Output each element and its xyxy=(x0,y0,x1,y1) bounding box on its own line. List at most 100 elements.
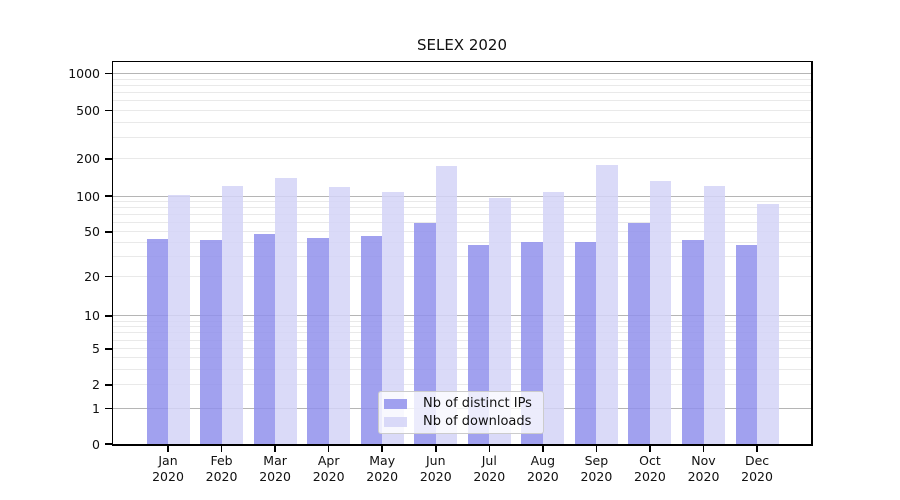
x-tick-label: Nov 2020 xyxy=(687,453,720,484)
minor-gridline xyxy=(113,137,811,139)
x-tick-label: Dec 2020 xyxy=(741,453,773,484)
y-tick-mark xyxy=(104,348,112,350)
bar-distinct-ips xyxy=(628,223,650,444)
y-tick-label: 100 xyxy=(76,188,100,204)
y-tick-label: 0 xyxy=(92,436,100,452)
minor-gridline xyxy=(113,84,811,86)
minor-gridline xyxy=(113,158,811,160)
y-tick-label: 2 xyxy=(92,377,100,393)
bar-distinct-ips xyxy=(200,240,222,444)
y-tick-mark xyxy=(104,275,112,278)
x-tick-mark xyxy=(435,445,437,452)
minor-gridline xyxy=(113,332,811,334)
bar-downloads xyxy=(542,192,565,444)
bar-downloads xyxy=(703,185,725,444)
left-spine xyxy=(111,60,113,446)
y-tick-label: 5 xyxy=(92,341,100,357)
minor-gridline xyxy=(113,231,811,233)
y-tick-label: 200 xyxy=(76,151,100,167)
minor-gridline xyxy=(113,92,811,94)
minor-gridline xyxy=(113,100,811,102)
y-tick-label: 500 xyxy=(76,103,100,118)
bar-downloads xyxy=(649,180,672,444)
minor-gridline xyxy=(113,242,811,244)
x-tick-mark xyxy=(167,445,169,452)
x-tick-label: Oct 2020 xyxy=(634,453,666,484)
legend-label: Nb of distinct IPs xyxy=(423,396,532,411)
y-tick-mark xyxy=(104,158,112,160)
minor-gridline xyxy=(113,200,811,202)
y-tick-mark xyxy=(104,315,112,317)
y-tick-mark xyxy=(104,109,112,112)
bar-distinct-ips xyxy=(360,236,383,444)
y-tick-label: 1 xyxy=(92,401,100,416)
y-tick-label: 50 xyxy=(84,224,100,240)
y-tick-mark xyxy=(104,195,112,197)
legend-swatch xyxy=(384,398,407,409)
x-tick-label: Aug 2020 xyxy=(526,453,559,484)
chart-title: SELEX 2020 xyxy=(416,36,508,54)
minor-gridline xyxy=(113,368,811,370)
x-tick-mark xyxy=(595,445,598,452)
x-tick-mark xyxy=(274,445,276,452)
decade-gridline xyxy=(113,195,811,197)
right-spine xyxy=(811,60,813,446)
x-tick-mark xyxy=(756,445,758,452)
x-tick-label: Jul 2020 xyxy=(473,453,506,484)
bar-downloads xyxy=(596,165,618,444)
bar-downloads xyxy=(275,178,297,444)
x-tick-mark xyxy=(702,445,705,452)
bottom-spine xyxy=(111,444,813,446)
minor-gridline xyxy=(113,384,811,386)
minor-gridline xyxy=(113,276,811,278)
x-tick-mark xyxy=(381,445,383,452)
bar-distinct-ips xyxy=(253,233,276,444)
legend-swatch xyxy=(384,416,407,427)
bar-distinct-ips xyxy=(307,238,329,444)
bar-distinct-ips xyxy=(146,239,168,444)
bar-distinct-ips xyxy=(735,245,758,444)
x-tick-mark xyxy=(649,445,651,452)
bar-downloads xyxy=(435,166,458,444)
y-tick-label: 1000 xyxy=(68,65,100,81)
x-tick-label: Apr 2020 xyxy=(312,453,345,484)
bar-downloads xyxy=(757,203,779,444)
y-tick-mark xyxy=(104,443,112,445)
legend: Nb of distinct IPs Nb of downloads xyxy=(378,391,544,434)
x-tick-mark xyxy=(220,445,223,452)
decade-gridline xyxy=(113,72,811,74)
y-tick-mark xyxy=(104,407,112,410)
x-tick-label: Jun 2020 xyxy=(419,453,452,484)
x-tick-label: Jan 2020 xyxy=(152,453,184,484)
x-tick-label: Feb 2020 xyxy=(205,453,238,484)
x-tick-mark xyxy=(327,445,330,452)
bar-downloads xyxy=(489,197,511,444)
minor-gridline xyxy=(113,110,811,111)
bar-downloads xyxy=(221,186,244,444)
legend-item: Nb of distinct IPs xyxy=(384,395,543,412)
y-tick-label: 20 xyxy=(84,269,100,285)
bar-distinct-ips xyxy=(414,223,436,444)
bar-downloads xyxy=(168,194,190,444)
minor-gridline xyxy=(113,78,811,80)
top-spine xyxy=(111,60,813,62)
y-tick-label: 10 xyxy=(84,308,100,324)
minor-gridline xyxy=(113,320,811,322)
legend-item: Nb of downloads xyxy=(384,413,543,430)
legend-label: Nb of downloads xyxy=(423,414,532,429)
y-tick-mark xyxy=(104,231,112,233)
y-tick-mark xyxy=(104,384,112,386)
bar-downloads xyxy=(328,186,351,444)
decade-gridline xyxy=(113,315,811,317)
minor-gridline xyxy=(113,348,811,350)
x-tick-label: May 2020 xyxy=(366,453,399,484)
minor-gridline xyxy=(113,357,811,359)
minor-gridline xyxy=(113,207,811,209)
minor-gridline xyxy=(113,222,811,224)
minor-gridline xyxy=(113,214,811,216)
x-tick-mark xyxy=(542,445,544,452)
x-tick-label: Sep 2020 xyxy=(580,453,613,484)
minor-gridline xyxy=(113,326,811,328)
